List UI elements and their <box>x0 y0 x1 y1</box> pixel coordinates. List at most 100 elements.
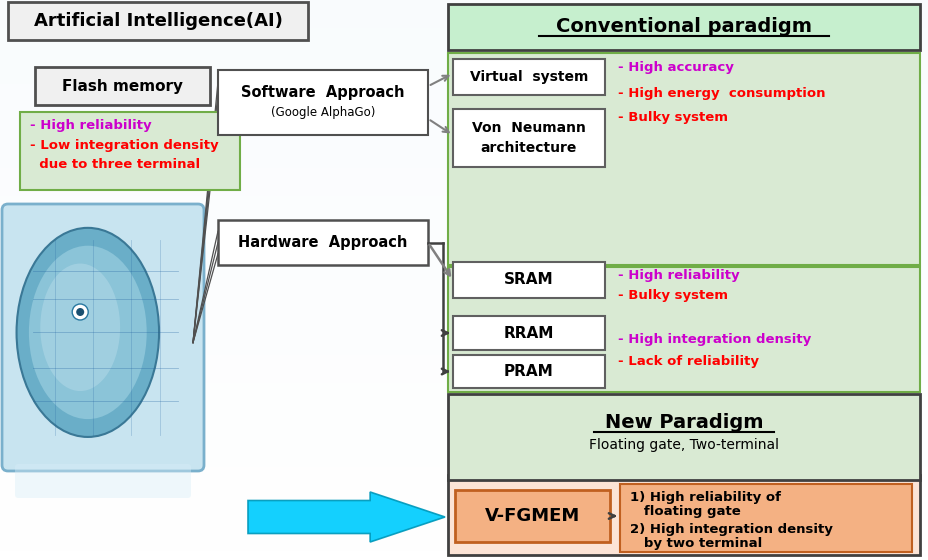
Bar <box>0 550 928 560</box>
Circle shape <box>76 308 84 316</box>
Bar <box>0 298 928 308</box>
Bar <box>0 522 928 532</box>
Bar <box>218 220 428 265</box>
Text: New Paradigm: New Paradigm <box>604 413 763 432</box>
Bar <box>0 38 928 46</box>
Text: - Bulky system: - Bulky system <box>617 290 728 302</box>
Bar <box>0 486 928 494</box>
Text: due to three terminal: due to three terminal <box>30 157 200 170</box>
Text: Floating gate, Two-terminal: Floating gate, Two-terminal <box>588 438 779 452</box>
Text: Flash memory: Flash memory <box>62 78 183 94</box>
Bar <box>0 374 928 382</box>
Bar <box>0 186 928 196</box>
Polygon shape <box>248 492 445 542</box>
Circle shape <box>72 304 88 320</box>
Bar <box>0 28 928 38</box>
Text: Hardware  Approach: Hardware Approach <box>238 235 407 250</box>
Bar <box>453 262 604 298</box>
Bar <box>0 382 928 392</box>
Text: - Bulky system: - Bulky system <box>617 111 728 124</box>
Bar <box>8 2 308 40</box>
Text: PRAM: PRAM <box>504 364 553 379</box>
Text: - High reliability: - High reliability <box>30 119 151 133</box>
Bar <box>0 504 928 514</box>
Text: Software  Approach: Software Approach <box>241 85 405 100</box>
Text: - High energy  consumption: - High energy consumption <box>617 86 825 100</box>
Bar <box>0 196 928 206</box>
Text: - High accuracy: - High accuracy <box>617 62 733 74</box>
Text: Virtual  system: Virtual system <box>470 70 587 84</box>
Bar <box>20 112 239 190</box>
Bar <box>0 392 928 402</box>
Bar <box>453 59 604 95</box>
Bar <box>0 234 928 242</box>
Bar <box>0 438 928 448</box>
Bar <box>0 94 928 102</box>
Bar <box>0 74 928 84</box>
Text: - High reliability: - High reliability <box>617 269 739 282</box>
Bar <box>0 542 928 550</box>
Bar <box>0 56 928 66</box>
Bar <box>0 308 928 318</box>
Text: V-FGMEM: V-FGMEM <box>484 507 579 525</box>
Bar <box>0 262 928 270</box>
Text: RRAM: RRAM <box>503 325 554 340</box>
Bar <box>0 224 928 234</box>
Bar <box>0 270 928 280</box>
Bar <box>0 402 928 410</box>
Bar <box>0 46 928 56</box>
Bar <box>0 130 928 140</box>
Bar <box>0 476 928 486</box>
Bar <box>0 318 928 326</box>
Bar <box>0 326 928 336</box>
Bar <box>0 336 928 346</box>
Bar <box>447 475 919 555</box>
Bar <box>0 532 928 542</box>
Bar <box>0 494 928 504</box>
Bar <box>455 490 610 542</box>
Text: by two terminal: by two terminal <box>629 538 762 550</box>
Bar <box>0 168 928 178</box>
Bar <box>0 410 928 420</box>
Bar <box>447 53 919 265</box>
Bar <box>0 206 928 214</box>
Bar <box>0 122 928 130</box>
Bar <box>0 280 928 290</box>
Bar <box>0 448 928 458</box>
Bar <box>0 10 928 18</box>
Bar <box>0 214 928 224</box>
Bar <box>0 112 928 122</box>
Text: SRAM: SRAM <box>504 273 553 287</box>
Text: - Lack of reliability: - Lack of reliability <box>617 356 758 368</box>
Text: 2) High integration density: 2) High integration density <box>629 522 832 535</box>
Bar <box>0 420 928 430</box>
Text: - High integration density: - High integration density <box>617 334 810 347</box>
Ellipse shape <box>17 228 159 437</box>
Bar <box>0 466 928 476</box>
Bar <box>0 150 928 158</box>
Text: 1) High reliability of: 1) High reliability of <box>629 491 780 503</box>
Bar <box>447 394 919 480</box>
Bar <box>0 178 928 186</box>
Bar <box>0 430 928 438</box>
FancyBboxPatch shape <box>15 464 191 498</box>
Bar <box>0 242 928 252</box>
Bar <box>453 355 604 388</box>
Bar <box>0 0 928 10</box>
Ellipse shape <box>29 246 147 419</box>
Bar <box>0 458 928 466</box>
Text: Von  Neumann: Von Neumann <box>471 121 586 135</box>
Bar <box>35 67 210 105</box>
Bar <box>0 346 928 354</box>
Ellipse shape <box>40 264 120 391</box>
Bar <box>619 484 911 552</box>
Bar <box>447 267 919 392</box>
Bar <box>447 4 919 50</box>
Text: (Google AlphaGo): (Google AlphaGo) <box>271 106 375 119</box>
Bar <box>453 109 604 167</box>
Bar <box>0 252 928 262</box>
Text: Artificial Intelligence(AI): Artificial Intelligence(AI) <box>33 12 282 30</box>
Bar <box>0 66 928 74</box>
Bar <box>0 290 928 298</box>
Bar <box>0 158 928 168</box>
